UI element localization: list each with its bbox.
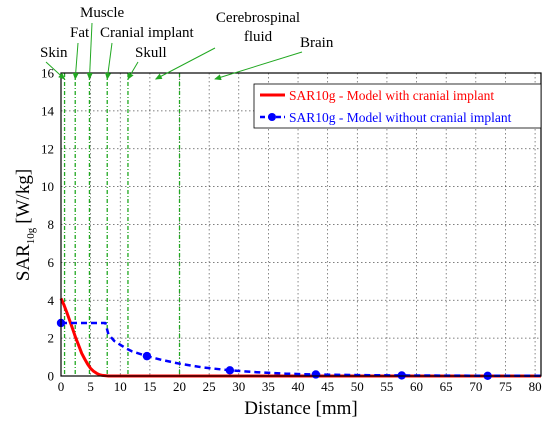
x-tick-label-10: 10: [114, 379, 127, 394]
x-axis-label: Distance [mm]: [244, 398, 357, 419]
x-tick-label-60: 60: [410, 379, 423, 394]
x-tick-label-35: 35: [262, 379, 275, 394]
x-tick-label-65: 65: [440, 379, 453, 394]
x-tick-label-45: 45: [321, 379, 334, 394]
annotation-csf: Cerebrospinal fluid: [216, 10, 300, 45]
annotation-cranial-line-0: Cranial implant: [100, 25, 195, 41]
annotation-csf-line-0: Cerebrospinal: [216, 10, 300, 26]
legend: SAR10g - Model with cranial implant SAR1…: [253, 83, 542, 129]
annotation-skin: Skin: [40, 45, 68, 61]
x-tick-label-40: 40: [292, 379, 305, 394]
y-tick-label-8: 8: [48, 217, 55, 232]
y-tick-label-0: 0: [48, 369, 55, 384]
y-axis-label-sub: 10g: [25, 227, 37, 244]
annotation-brain: Brain: [300, 35, 334, 51]
annotation-skull: Skull: [135, 45, 167, 61]
annotation-csf-line-1: fluid: [244, 29, 273, 45]
x-tick-label-80: 80: [529, 379, 542, 394]
annotation-brain-line-0: Brain: [300, 35, 334, 51]
y-axis-label: SAR10g [W/kg]: [13, 169, 37, 281]
series-1-marker-2: [225, 366, 235, 375]
series-1-marker-1: [142, 351, 152, 361]
x-tick-label-50: 50: [351, 379, 364, 394]
annotation-skull-line-0: Skull: [135, 45, 167, 61]
y-tick-label-10: 10: [41, 179, 54, 194]
annotation-cranial: Cranial implant: [100, 25, 195, 41]
layer-boundaries: [63, 73, 181, 376]
series-line-1: [61, 321, 541, 378]
annotation-arrow-csf: [154, 47, 216, 80]
annotation-arrow-brain: [214, 51, 303, 81]
y-tick-label-6: 6: [48, 255, 55, 270]
x-tick-label-75: 75: [499, 379, 512, 394]
x-tick-label-5: 5: [87, 379, 94, 394]
annotation-fat-line-0: Fat: [70, 25, 90, 41]
annotation-arrow-cranial: [105, 42, 113, 80]
x-tick-label-20: 20: [173, 379, 186, 394]
x-tick-label-25: 25: [203, 379, 216, 394]
plot-frame: [60, 72, 542, 377]
y-tick-label-4: 4: [48, 293, 55, 308]
legend-box: [253, 83, 542, 129]
annotation-fat: Fat: [70, 25, 90, 41]
legend-marker-without-implant: [268, 113, 276, 121]
y-axis-label-main: SAR: [13, 244, 34, 281]
legend-label-with-implant: SAR10g - Model with cranial implant: [289, 88, 494, 103]
annotation-arrow-skin: [45, 61, 66, 80]
y-tick-label-12: 12: [41, 141, 54, 156]
y-tick-label-14: 14: [41, 103, 55, 118]
x-tick-label-0: 0: [58, 379, 65, 394]
annotation-muscle: Muscle: [80, 5, 125, 21]
x-tick-label-15: 15: [143, 379, 156, 394]
y-tick-label-2: 2: [48, 331, 55, 346]
annotation-arrow-muscle: [86, 22, 93, 80]
y-axis-label-unit: [W/kg]: [13, 169, 34, 224]
annotation-arrow-skull: [127, 61, 139, 80]
legend-label-without-implant: SAR10g - Model without cranial implant: [289, 110, 512, 125]
tick-labels: 0 5 10 15 20 25 30 35 40 45 50 55 60 65 70 75 80 0 2 4 6 8 10 1…: [41, 66, 542, 395]
x-tick-label-70: 70: [469, 379, 482, 394]
annotation-skin-line-0: Skin: [40, 45, 68, 61]
series-1-marker-3: [311, 370, 321, 379]
y-tick-label-16: 16: [41, 66, 55, 81]
grid: [61, 72, 541, 376]
annotation-muscle-line-0: Muscle: [80, 5, 125, 21]
annotation-arrow-fat: [72, 42, 79, 80]
x-tick-label-30: 30: [232, 379, 245, 394]
x-tick-label-55: 55: [380, 379, 393, 394]
